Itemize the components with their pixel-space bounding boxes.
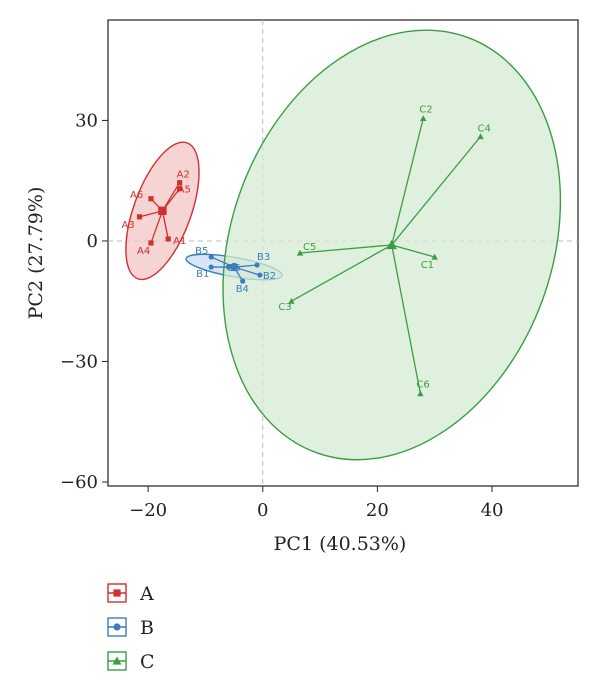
centroid-C bbox=[386, 239, 397, 250]
label-C6: C6 bbox=[416, 380, 429, 391]
label-B2: B2 bbox=[263, 271, 276, 282]
label-A1: A1 bbox=[173, 236, 186, 247]
label-A3: A3 bbox=[122, 220, 135, 231]
legend-label-C: C bbox=[140, 651, 155, 673]
label-B4: B4 bbox=[236, 284, 249, 295]
data-points bbox=[136, 115, 484, 397]
x-tick-label: 20 bbox=[366, 500, 389, 521]
legend-marker-B bbox=[113, 623, 121, 631]
spoke-B2 bbox=[233, 266, 261, 276]
point-A6 bbox=[148, 196, 154, 202]
centroid-A bbox=[158, 206, 167, 216]
spoke-A4 bbox=[150, 210, 164, 244]
point-A2 bbox=[177, 180, 183, 186]
label-C3: C3 bbox=[278, 302, 291, 313]
spoke-C6 bbox=[391, 244, 422, 394]
x-tick-label: 40 bbox=[481, 500, 504, 521]
spoke-C4 bbox=[391, 136, 482, 246]
point-C4 bbox=[477, 133, 484, 140]
point-A4 bbox=[148, 240, 154, 246]
y-tick-label: 0 bbox=[87, 231, 98, 252]
label-B3: B3 bbox=[257, 252, 270, 263]
confidence-ellipses bbox=[125, 29, 562, 461]
point-B6 bbox=[225, 264, 231, 270]
legend: ABC bbox=[107, 583, 155, 673]
point-B1 bbox=[208, 264, 214, 270]
legend-marker-C bbox=[112, 656, 122, 665]
spoke-C3 bbox=[291, 244, 393, 302]
point-A3 bbox=[136, 214, 143, 220]
x-tick-label: −20 bbox=[129, 500, 167, 521]
label-A6: A6 bbox=[130, 190, 143, 201]
label-B1: B1 bbox=[196, 269, 209, 280]
point-C3 bbox=[288, 297, 295, 304]
plot-frame bbox=[107, 19, 579, 487]
spoke-A1 bbox=[161, 210, 169, 240]
point-C2 bbox=[419, 115, 427, 122]
axis-ticks: −20 0 20 40 30 0 −30 −60 bbox=[60, 110, 503, 521]
y-tick-label: −60 bbox=[60, 472, 98, 493]
label-C5: C5 bbox=[303, 242, 316, 253]
point-A1 bbox=[165, 236, 171, 242]
point-C1 bbox=[431, 253, 438, 260]
spoke-C5 bbox=[299, 244, 392, 254]
label-B5: B5 bbox=[195, 246, 208, 257]
centroid-B bbox=[229, 262, 239, 272]
x-axis-title: PC1 (40.53%) bbox=[274, 533, 407, 555]
point-B2 bbox=[257, 272, 263, 278]
spoke-C2 bbox=[391, 118, 424, 246]
legend-label-B: B bbox=[140, 617, 154, 639]
label-A2: A2 bbox=[177, 170, 190, 181]
point-C6 bbox=[417, 390, 424, 397]
label-C1: C1 bbox=[421, 260, 434, 271]
legend-label-A: A bbox=[139, 583, 154, 605]
point-A5 bbox=[177, 186, 183, 192]
label-A4: A4 bbox=[137, 246, 150, 257]
point-B4 bbox=[240, 278, 246, 284]
label-A5: A5 bbox=[178, 185, 191, 196]
label-C4: C4 bbox=[478, 124, 491, 135]
ellipse-C bbox=[222, 29, 562, 461]
spoke-C1 bbox=[391, 244, 435, 258]
y-axis-title: PC2 (27.79%) bbox=[25, 187, 47, 320]
legend-marker-A bbox=[113, 589, 121, 597]
point-B3 bbox=[254, 262, 260, 268]
point-C5 bbox=[296, 249, 304, 256]
label-C2: C2 bbox=[419, 104, 432, 115]
point-labels: A1 A2 A3 A4 A5 A6 B1 B2 B3 B4 B5 B6 C1 C2 C3 C4 C5 C6 bbox=[122, 104, 491, 390]
y-tick-label: −30 bbox=[60, 351, 98, 372]
y-tick-label: 30 bbox=[75, 110, 98, 131]
x-tick-label: 0 bbox=[257, 500, 268, 521]
label-B6: B6 bbox=[227, 263, 240, 274]
point-B5 bbox=[208, 254, 214, 260]
